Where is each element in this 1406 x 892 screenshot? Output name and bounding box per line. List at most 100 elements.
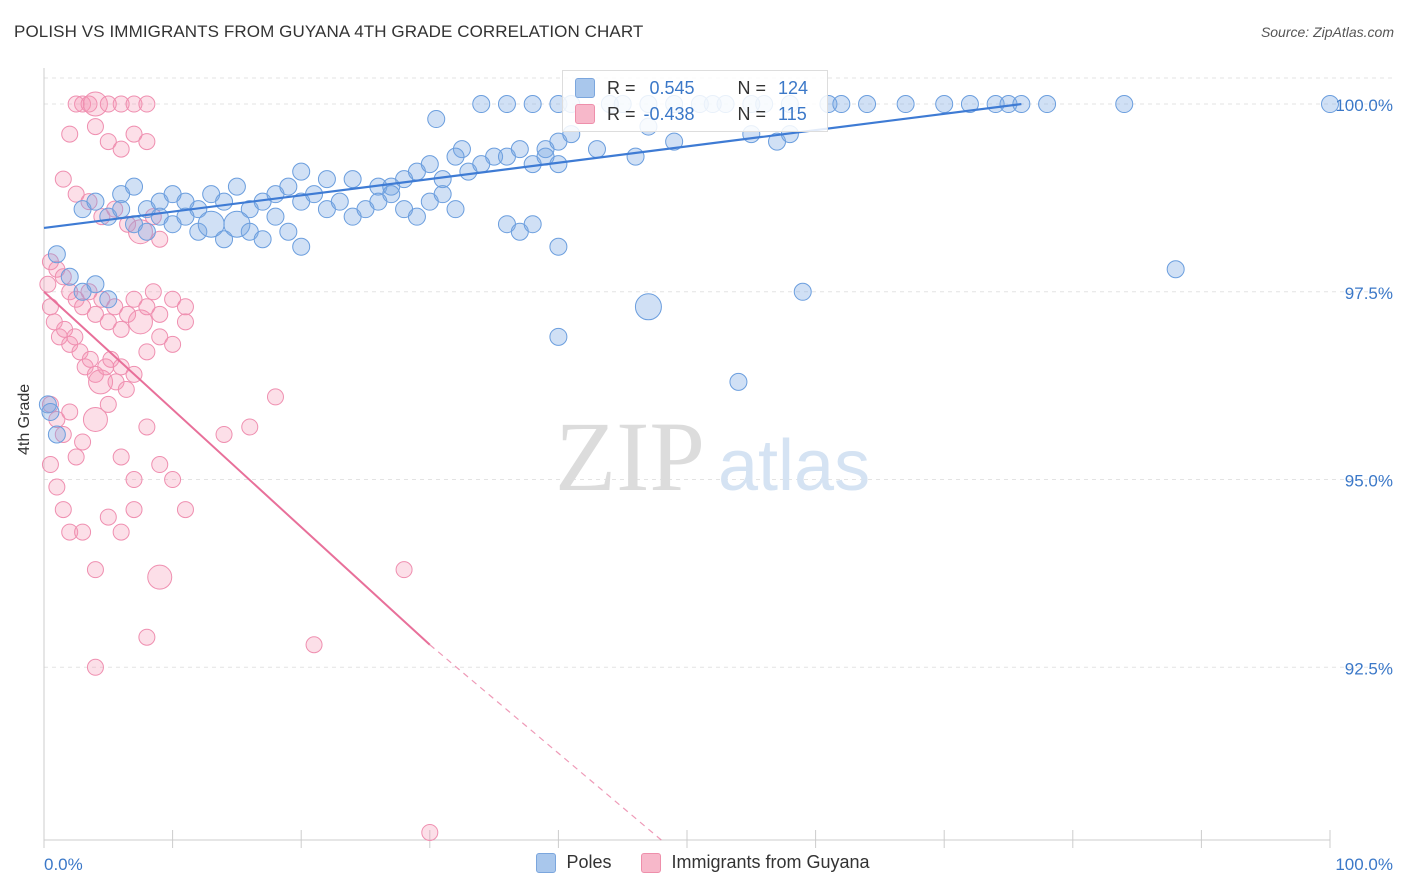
trend-line-poles — [43, 102, 1022, 230]
point-guyana — [88, 369, 114, 395]
watermark-atlas: atlas — [718, 426, 870, 506]
point-guyana — [86, 561, 104, 579]
point-guyana — [112, 448, 130, 466]
point-guyana — [54, 268, 72, 286]
point-guyana — [86, 658, 104, 676]
point-guyana — [138, 95, 156, 113]
y-tick-label: 97.5% — [1345, 284, 1393, 303]
point-guyana — [176, 298, 194, 316]
legend-row-guyana: R = -0.438 N = 115 — [575, 103, 807, 125]
point-guyana — [147, 564, 173, 590]
series-legend: Poles Immigrants from Guyana — [0, 852, 1406, 873]
point-guyana — [125, 125, 143, 143]
point-poles — [223, 210, 251, 238]
legend-r-label: R = — [607, 103, 636, 124]
point-guyana — [82, 91, 108, 117]
point-guyana — [119, 305, 137, 323]
point-guyana — [99, 508, 117, 526]
point-guyana — [39, 275, 57, 293]
point-poles — [446, 200, 465, 219]
point-guyana — [61, 403, 79, 421]
point-guyana — [138, 133, 156, 151]
legend-n-label: N = — [737, 77, 767, 98]
point-guyana — [127, 219, 153, 245]
legend-swatch-guyana — [575, 104, 595, 124]
point-guyana — [106, 298, 124, 316]
point-guyana — [112, 95, 130, 113]
point-poles — [343, 170, 362, 189]
point-guyana — [125, 501, 143, 519]
tick-labels: 100.0% 97.5% 95.0% 92.5% 0.0% 100.0% — [44, 96, 1393, 874]
point-guyana — [241, 418, 259, 436]
point-guyana — [81, 350, 99, 368]
point-guyana — [54, 170, 72, 188]
point-poles — [793, 282, 812, 301]
point-poles — [279, 177, 298, 196]
point-poles — [729, 372, 748, 391]
point-poles — [549, 327, 568, 346]
legend-swatch-guyana — [641, 852, 662, 873]
point-poles — [427, 110, 446, 129]
point-guyana — [86, 118, 104, 136]
point-poles — [935, 95, 954, 114]
point-poles — [420, 155, 439, 174]
correlation-legend: R = 0.545 N = 124 R = -0.438 N = 115 — [562, 70, 828, 132]
point-guyana — [138, 418, 156, 436]
point-guyana — [54, 425, 72, 443]
chart-title: POLISH VS IMMIGRANTS FROM GUYANA 4TH GRA… — [14, 22, 644, 41]
legend-n-value-guyana: 115 — [778, 103, 807, 124]
point-guyana — [127, 309, 153, 335]
point-poles — [292, 162, 311, 181]
point-poles — [407, 207, 426, 226]
point-guyana — [48, 410, 66, 428]
point-guyana — [61, 523, 79, 541]
point-guyana — [93, 290, 111, 308]
point-poles — [523, 95, 542, 114]
legend-item-guyana[interactable]: Immigrants from Guyana — [641, 852, 870, 873]
point-guyana — [138, 298, 156, 316]
point-poles — [317, 170, 336, 189]
point-poles — [858, 95, 877, 114]
point-poles — [1166, 260, 1185, 279]
point-guyana — [99, 395, 117, 413]
point-poles — [38, 395, 57, 414]
point-poles — [549, 237, 568, 256]
point-poles — [99, 290, 118, 309]
legend-item-poles[interactable]: Poles — [536, 852, 611, 873]
point-poles — [382, 185, 401, 204]
point-guyana — [164, 290, 182, 308]
point-guyana — [74, 433, 92, 451]
point-guyana — [151, 305, 169, 323]
point-guyana — [176, 501, 194, 519]
point-guyana — [151, 456, 169, 474]
point-poles — [330, 192, 349, 211]
point-poles — [137, 222, 156, 241]
point-poles — [41, 402, 60, 421]
point-guyana — [66, 328, 84, 346]
point-guyana — [99, 133, 117, 151]
point-poles — [960, 95, 979, 114]
point-poles — [472, 155, 491, 174]
point-guyana — [125, 290, 143, 308]
point-guyana — [125, 95, 143, 113]
point-guyana — [138, 628, 156, 646]
point-poles — [279, 222, 298, 241]
point-poles — [523, 215, 542, 234]
point-guyana — [80, 193, 98, 211]
legend-n-label: N = — [737, 103, 767, 124]
point-poles — [112, 200, 131, 219]
point-guyana — [74, 523, 92, 541]
grid-lines — [44, 77, 1392, 668]
legend-label-poles: Poles — [566, 852, 612, 872]
point-guyana — [82, 406, 108, 432]
point-poles — [433, 185, 452, 204]
point-poles — [215, 230, 234, 249]
series-guyana — [39, 91, 439, 841]
point-poles — [227, 177, 246, 196]
point-poles — [266, 207, 285, 226]
trend-lines — [43, 102, 1022, 841]
point-guyana — [421, 823, 439, 841]
point-guyana — [41, 456, 59, 474]
legend-row-poles: R = 0.545 N = 124 — [575, 77, 808, 99]
point-guyana — [266, 388, 284, 406]
